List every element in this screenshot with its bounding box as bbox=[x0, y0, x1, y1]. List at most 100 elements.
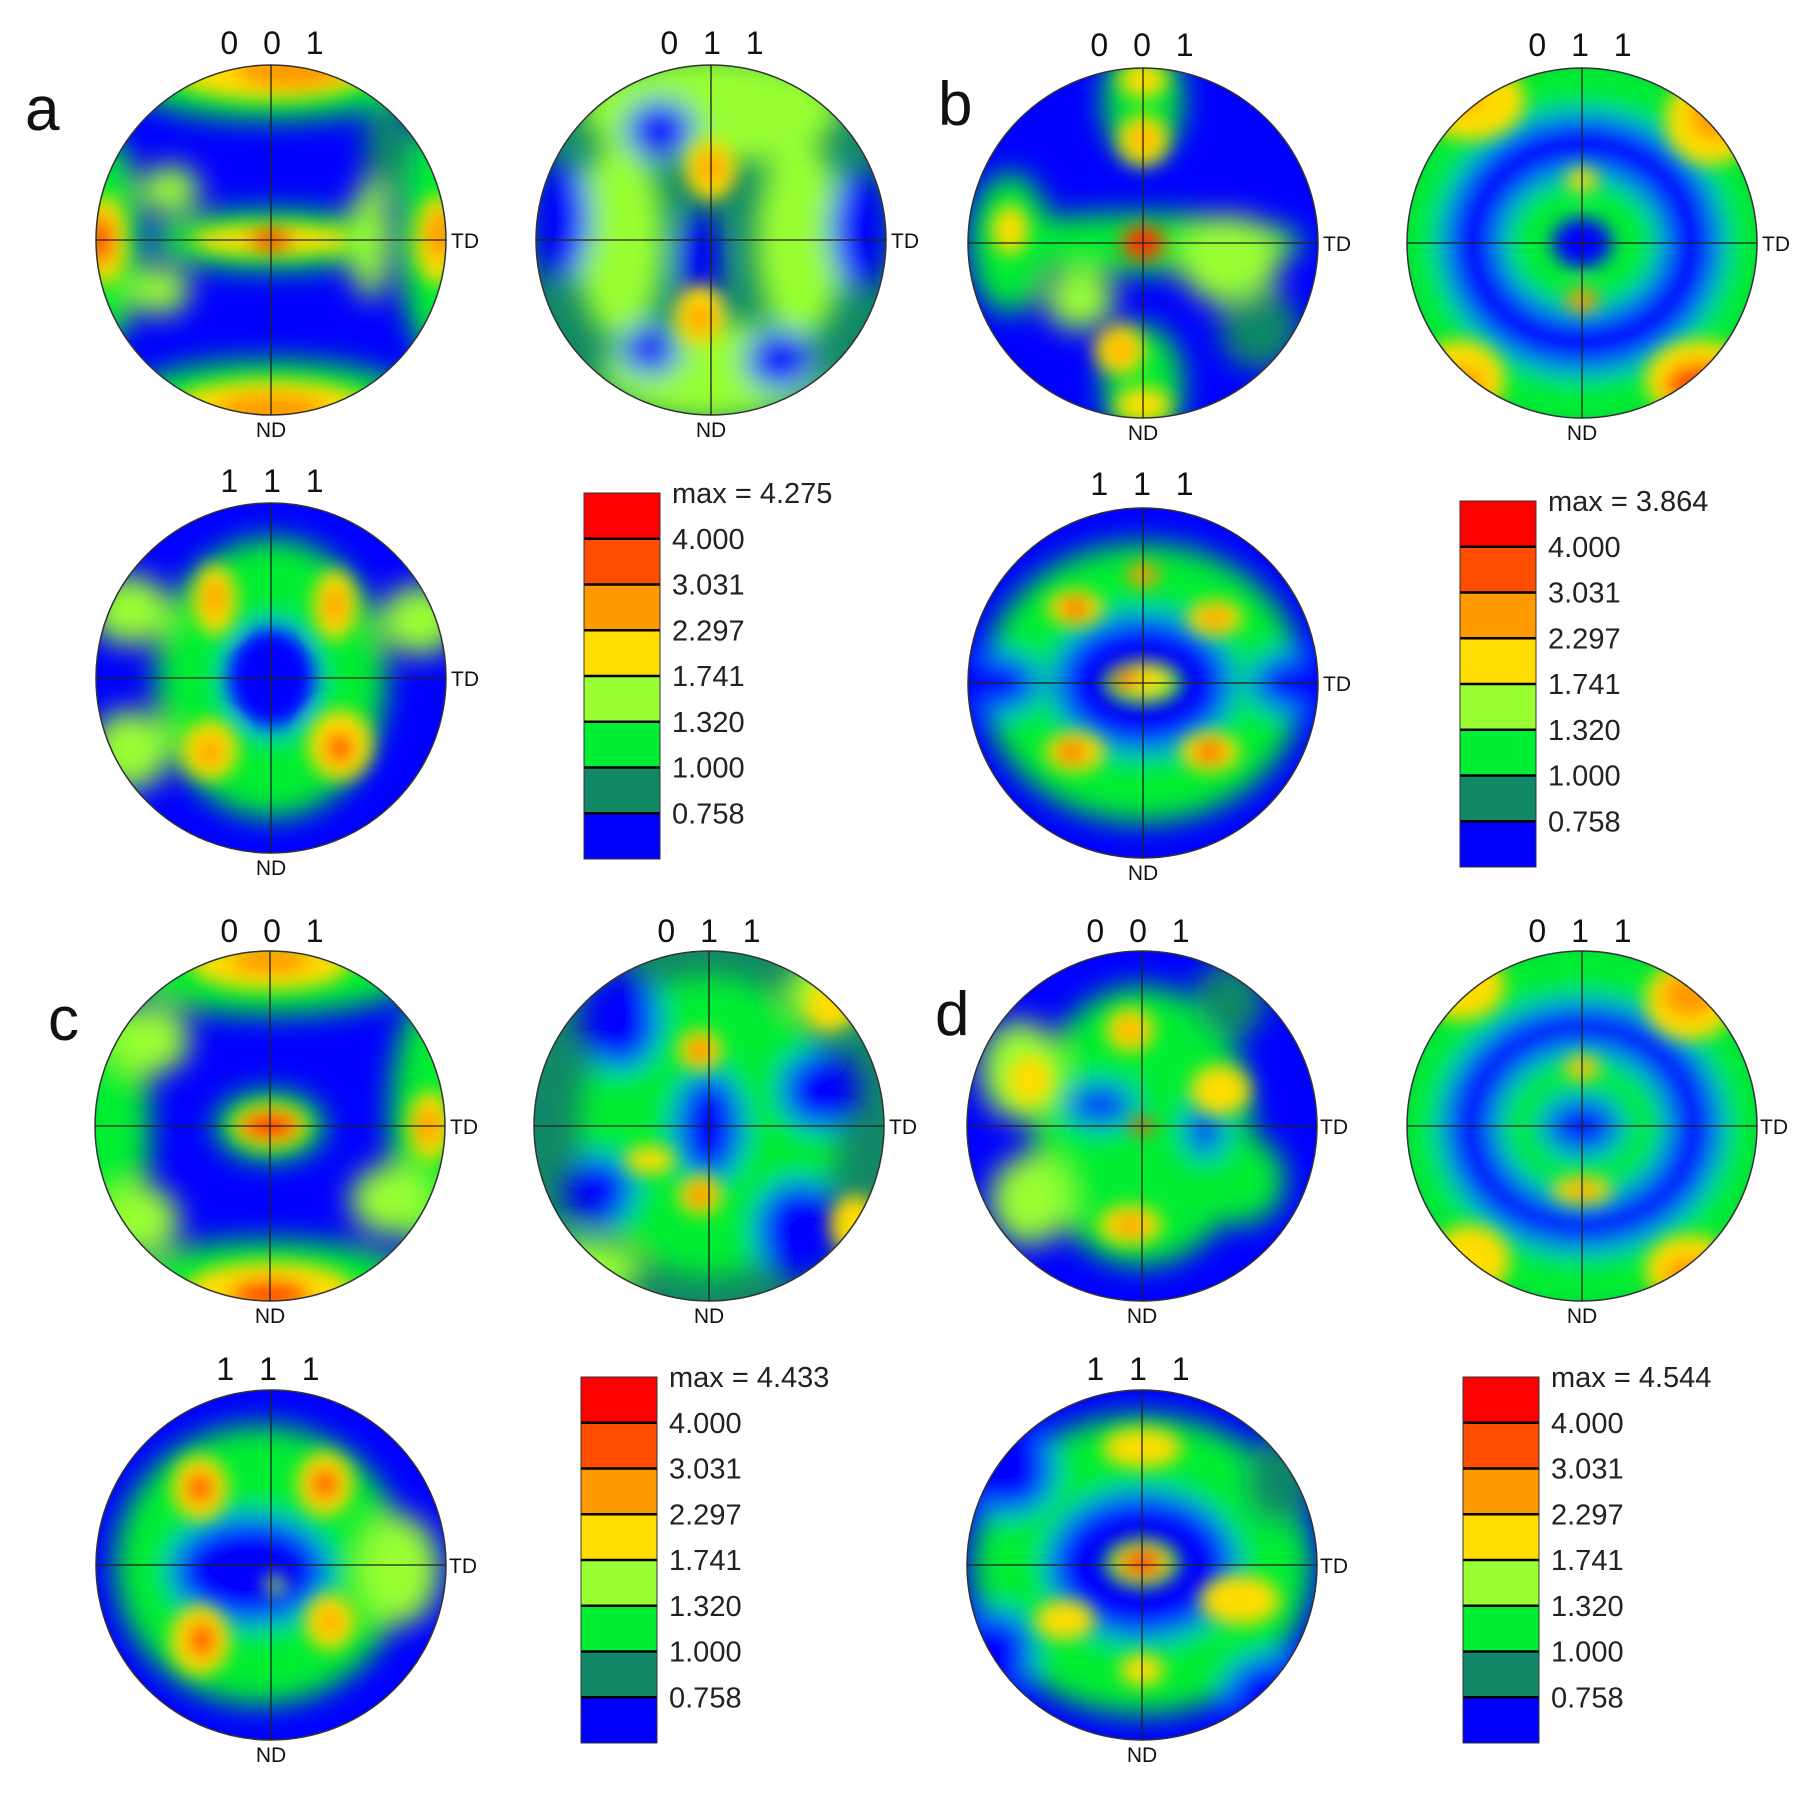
legend-level-label: 0.758 bbox=[1548, 806, 1621, 838]
legend-level-label: 1.741 bbox=[1551, 1545, 1624, 1577]
legend-level-label: 1.000 bbox=[669, 1637, 742, 1669]
legend-level-label: 4.000 bbox=[1548, 532, 1621, 564]
legend-level-label: 1.000 bbox=[1548, 761, 1621, 793]
legend-level-label: 1.000 bbox=[1551, 1637, 1624, 1669]
legend-level-label: 2.297 bbox=[1551, 1499, 1624, 1531]
panel-c: c 0 0 1 bbox=[48, 913, 917, 1767]
legend-color-band bbox=[581, 1605, 657, 1652]
legend-color-band bbox=[584, 767, 660, 814]
legend-level-label: 2.297 bbox=[672, 615, 745, 647]
legend-level-label: 1.320 bbox=[672, 707, 745, 739]
pole-figure-d-111: 1 1 1 bbox=[966, 1351, 1348, 1767]
legend-color-band bbox=[1460, 729, 1536, 776]
td-label: TD bbox=[451, 230, 479, 253]
legend-level-label: 1.320 bbox=[669, 1591, 742, 1623]
legend-color-band bbox=[1463, 1651, 1539, 1698]
nd-label: ND bbox=[1567, 1305, 1597, 1328]
pole-figure-title: 0 0 1 bbox=[1090, 27, 1201, 63]
legend-level-label: 3.031 bbox=[1548, 578, 1621, 610]
pole-figure-a-111: 1 1 1 bbox=[95, 463, 479, 880]
legend-level-label: 2.297 bbox=[669, 1499, 742, 1531]
td-label: TD bbox=[891, 230, 919, 253]
nd-label: ND bbox=[1128, 862, 1158, 885]
legend-color-band bbox=[581, 1422, 657, 1469]
legend-level-label: 4.000 bbox=[669, 1408, 742, 1440]
legend-max-label: max = 4.433 bbox=[669, 1362, 829, 1394]
pole-figure-b-001: 0 0 1 bbox=[967, 27, 1351, 445]
legend-frame bbox=[1459, 500, 1537, 868]
legend-frame bbox=[583, 492, 661, 860]
pole-figure-title: 0 1 1 bbox=[657, 913, 768, 949]
nd-label: ND bbox=[1127, 1744, 1157, 1767]
td-label: TD bbox=[1760, 1116, 1788, 1139]
legend-color-band bbox=[1460, 821, 1536, 867]
pole-figure-title: 1 1 1 bbox=[216, 1351, 327, 1387]
pole-figure-c-111: 1 1 1 bbox=[95, 1351, 477, 1767]
legend-color-band bbox=[1463, 1560, 1539, 1606]
legend-color-band bbox=[584, 721, 660, 768]
nd-label: ND bbox=[255, 1305, 285, 1328]
nd-label: ND bbox=[1127, 1305, 1157, 1328]
legend-color-band bbox=[1463, 1514, 1539, 1560]
pole-figure-title: 0 1 1 bbox=[660, 25, 771, 61]
td-label: TD bbox=[1320, 1116, 1348, 1139]
legend-color-band bbox=[584, 584, 660, 631]
legend-color-band bbox=[1460, 546, 1536, 593]
legend-color-band bbox=[584, 630, 660, 676]
legend-level-label: 1.741 bbox=[669, 1545, 742, 1577]
panel-label-a: a bbox=[25, 75, 60, 144]
td-label: TD bbox=[889, 1116, 917, 1139]
legend-color-band bbox=[1463, 1422, 1539, 1469]
legend-color-band bbox=[581, 1651, 657, 1698]
legend-color-band bbox=[581, 1560, 657, 1606]
pole-figure-title: 1 1 1 bbox=[1086, 1351, 1197, 1387]
pole-figure-title: 0 1 1 bbox=[1528, 913, 1639, 949]
panel-a: a 0 0 1 bbox=[25, 25, 919, 880]
td-label: TD bbox=[1762, 233, 1790, 256]
td-label: TD bbox=[1323, 673, 1351, 696]
nd-label: ND bbox=[1128, 422, 1158, 445]
legend-color-band bbox=[1463, 1377, 1539, 1423]
legend-level-label: 1.320 bbox=[1551, 1591, 1624, 1623]
legend-color-band bbox=[584, 493, 660, 539]
td-label: TD bbox=[451, 668, 479, 691]
legend-color-band bbox=[1460, 638, 1536, 684]
pole-figure-d-011: 0 1 1 bbox=[1406, 913, 1788, 1328]
legend-level-label: 0.758 bbox=[669, 1682, 742, 1714]
panel-d: d 0 0 1 bbox=[935, 913, 1788, 1767]
legend-level-label: 1.320 bbox=[1548, 715, 1621, 747]
pole-figure-a-001: 0 0 1 bbox=[95, 25, 479, 442]
td-label: TD bbox=[450, 1116, 478, 1139]
legend-color-band bbox=[1460, 684, 1536, 730]
pole-figure-title: 0 0 1 bbox=[220, 25, 331, 61]
nd-label: ND bbox=[1567, 422, 1597, 445]
pole-figure-c-001: 0 0 1 bbox=[94, 913, 478, 1328]
legend-c: max = 4.433 4.000 3.031 2.297 1.741 1.320 1.00… bbox=[580, 1362, 829, 1744]
legend-color-band bbox=[581, 1697, 657, 1743]
nd-label: ND bbox=[694, 1305, 724, 1328]
legend-d: max = 4.544 4.000 3.031 2.297 1.741 1.320 1.00… bbox=[1462, 1362, 1711, 1744]
td-label: TD bbox=[1323, 233, 1351, 256]
pole-figure-b-111: 1 1 1 bbox=[967, 466, 1351, 885]
legend-color-band bbox=[584, 538, 660, 585]
legend-level-label: 3.031 bbox=[1551, 1454, 1624, 1486]
legend-color-band bbox=[581, 1377, 657, 1423]
pole-figure-c-011: 0 1 1 bbox=[533, 913, 917, 1328]
legend-color-band bbox=[584, 813, 660, 859]
legend-level-label: 0.758 bbox=[672, 798, 745, 830]
legend-level-label: 0.758 bbox=[1551, 1682, 1624, 1714]
nd-label: ND bbox=[256, 419, 286, 442]
panel-label-d: d bbox=[935, 980, 969, 1049]
legend-level-label: 3.031 bbox=[672, 570, 745, 602]
legend-color-band bbox=[584, 676, 660, 722]
panel-b: b 0 0 1 bbox=[938, 27, 1790, 885]
legend-level-label: 2.297 bbox=[1548, 623, 1621, 655]
legend-max-label: max = 4.544 bbox=[1551, 1362, 1711, 1394]
pole-figure-title: 0 1 1 bbox=[1528, 27, 1639, 63]
legend-color-band bbox=[1460, 775, 1536, 822]
panel-label-b: b bbox=[938, 70, 972, 139]
legend-color-band bbox=[581, 1514, 657, 1560]
legend-level-label: 1.000 bbox=[672, 753, 745, 785]
legend-level-label: 4.000 bbox=[1551, 1408, 1624, 1440]
